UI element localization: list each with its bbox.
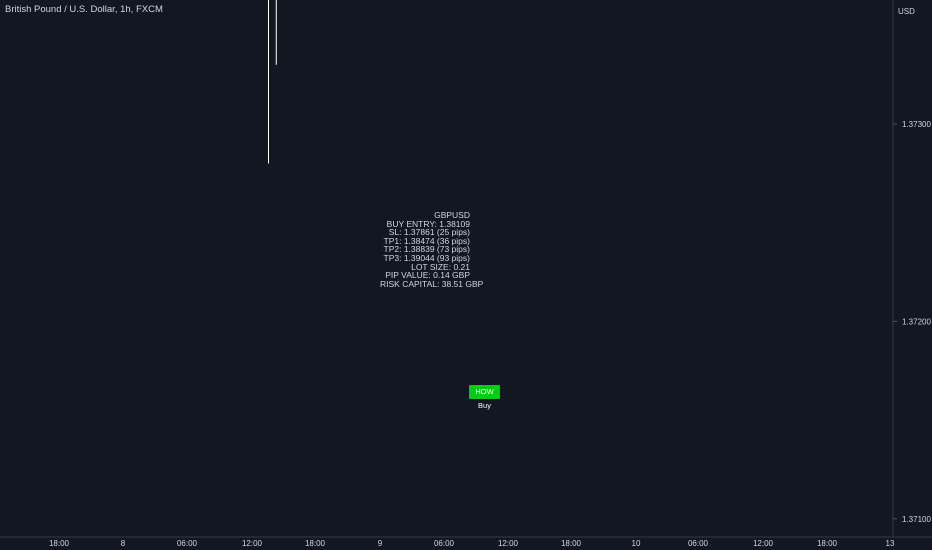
currency-label: USD	[898, 7, 915, 16]
price-axis: 1.371001.372001.373001.374001.375001.376…	[892, 0, 931, 537]
trade-info-line: SL: 1.37861 (25 pips)	[388, 227, 470, 238]
price-tick-label: 1.37300	[902, 120, 931, 129]
time-tick-label: 18:00	[817, 539, 838, 548]
time-tick-label: 06:00	[177, 539, 198, 548]
time-tick-label: 18:00	[305, 539, 326, 548]
time-tick-label: 18:00	[49, 539, 70, 548]
buy-signal-badge: HOW Buy	[469, 385, 500, 410]
symbol-title[interactable]: British Pound / U.S. Dollar, 1h, FXCM	[5, 4, 163, 15]
time-tick-label: 8	[121, 539, 126, 548]
time-tick-label: 12:00	[242, 539, 263, 548]
trade-info-line: TP2: 1.38839 (73 pips)	[383, 244, 470, 255]
time-tick-label: 10	[632, 539, 641, 548]
time-tick-label: 06:00	[434, 539, 455, 548]
time-tick-label: 06:00	[688, 539, 709, 548]
time-axis: 18:00 8 06:00 12:00 18:00 9 06:00 12:00 18:00 10 0…	[0, 536, 932, 548]
time-tick-label: 9	[378, 539, 383, 548]
trade-info-line: RISK CAPITAL: 38.51 GBP	[380, 278, 484, 289]
trade-info-line: TP1: 1.38474 (36 pips)	[383, 235, 470, 246]
time-tick-label: 18:00	[561, 539, 582, 548]
trade-info-line: GBPUSD	[434, 210, 470, 220]
trade-info-line: LOT SIZE: 0.21	[411, 261, 470, 272]
candles	[268, 0, 277, 164]
trade-info-line: BUY ENTRY: 1.38109	[386, 218, 470, 229]
price-tick-label: 1.37100	[902, 515, 931, 524]
trade-info-line: TP3: 1.39044 (93 pips)	[383, 252, 470, 263]
time-tick-label: 12:00	[753, 539, 774, 548]
price-tick-label: 1.37200	[902, 317, 931, 326]
time-tick-label: 13	[886, 539, 895, 548]
time-tick-label: 12:00	[498, 539, 519, 548]
trade-info-line: PIP VALUE: 0.14 GBP	[385, 270, 470, 281]
trade-info-label: GBPUSD BUY ENTRY: 1.38109 SL: 1.37861 (25 …	[380, 210, 484, 289]
